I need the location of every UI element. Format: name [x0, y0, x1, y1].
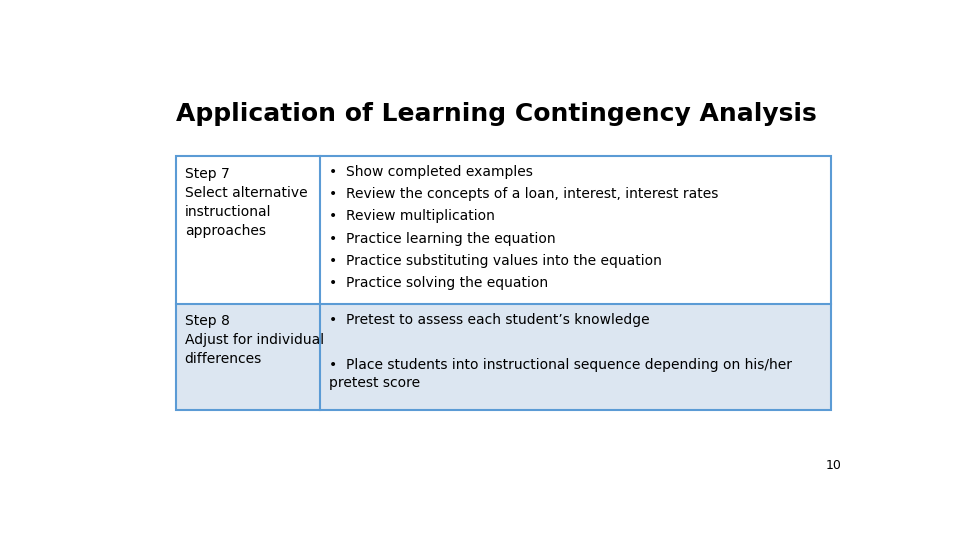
Bar [176, 156, 830, 410]
Text: •  Practice learning the equation: • Practice learning the equation [328, 232, 556, 246]
Text: •  Review the concepts of a loan, interest, interest rates: • Review the concepts of a loan, interes… [328, 187, 718, 201]
Text: Application of Learning Contingency Analysis: Application of Learning Contingency Anal… [176, 102, 817, 126]
Bar [320, 156, 830, 304]
Text: •  Review multiplication: • Review multiplication [328, 210, 494, 224]
Text: 10: 10 [826, 460, 842, 472]
Text: •  Show completed examples: • Show completed examples [328, 165, 533, 179]
Bar [176, 156, 320, 304]
Text: •  Practice solving the equation: • Practice solving the equation [328, 275, 548, 289]
Bar [176, 304, 320, 410]
Text: •  Practice substituting values into the equation: • Practice substituting values into the … [328, 254, 661, 268]
Text: Step 7
Select alternative
instructional
approaches: Step 7 Select alternative instructional … [184, 167, 307, 238]
Bar [320, 304, 830, 410]
Text: Step 8
Adjust for individual
differences: Step 8 Adjust for individual differences [184, 314, 324, 366]
Text: •  Pretest to assess each student’s knowledge: • Pretest to assess each student’s knowl… [328, 313, 649, 327]
Text: •  Place students into instructional sequence depending on his/her
pretest score: • Place students into instructional sequ… [328, 359, 792, 390]
